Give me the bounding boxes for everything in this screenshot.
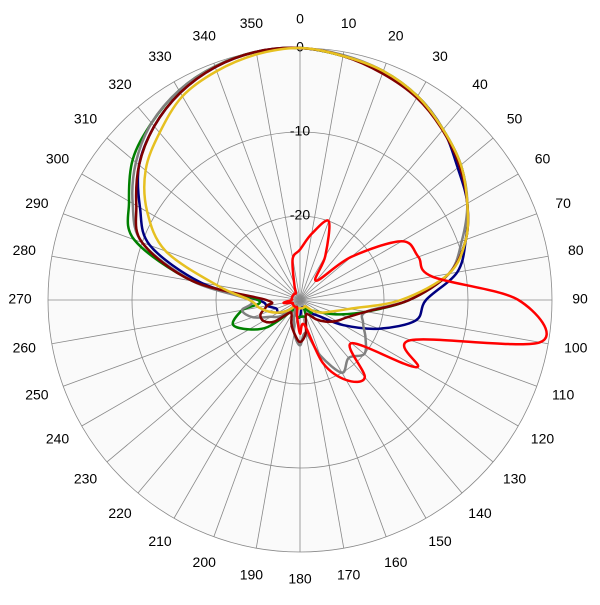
spoke bbox=[299, 299, 549, 345]
spoke bbox=[255, 299, 301, 549]
angle-label: 230 bbox=[74, 471, 98, 487]
angle-label: 260 bbox=[13, 339, 37, 355]
spoke bbox=[299, 173, 519, 301]
angle-label: 270 bbox=[8, 291, 32, 307]
angle-label: 210 bbox=[148, 533, 172, 549]
angle-label: 70 bbox=[555, 195, 571, 211]
spoke bbox=[173, 299, 301, 519]
angle-label: 300 bbox=[46, 151, 70, 167]
angle-label: 100 bbox=[564, 339, 588, 355]
angle-label: 170 bbox=[337, 566, 361, 582]
spoke bbox=[299, 299, 345, 549]
spoke bbox=[213, 299, 301, 537]
angle-label: 140 bbox=[468, 505, 492, 521]
angle-label: 200 bbox=[193, 554, 217, 570]
spoke bbox=[81, 173, 301, 301]
angle-label: 160 bbox=[384, 554, 408, 570]
angle-label: 340 bbox=[193, 28, 217, 44]
angle-label: 0 bbox=[296, 11, 304, 27]
angle-label: 60 bbox=[535, 151, 551, 167]
spoke bbox=[173, 81, 301, 301]
spoke bbox=[299, 106, 463, 301]
spoke bbox=[51, 255, 301, 301]
angle-label: 30 bbox=[432, 48, 448, 64]
angle-label: 50 bbox=[507, 111, 523, 127]
spoke bbox=[299, 299, 427, 519]
angle-label: 110 bbox=[552, 386, 575, 402]
ring bbox=[215, 215, 385, 385]
spoke bbox=[137, 299, 301, 494]
angle-label: 220 bbox=[108, 505, 132, 521]
angle-label: 80 bbox=[568, 242, 584, 258]
spoke bbox=[299, 255, 549, 301]
r-tick-label: -20 bbox=[290, 207, 310, 223]
spoke bbox=[63, 213, 301, 301]
pattern-line bbox=[282, 219, 548, 384]
angle-label: 350 bbox=[240, 15, 264, 31]
angle-label: 310 bbox=[74, 111, 98, 127]
angle-label: 150 bbox=[428, 533, 452, 549]
angle-label: 280 bbox=[13, 242, 37, 258]
angle-label: 330 bbox=[148, 48, 172, 64]
angle-label: 250 bbox=[25, 386, 49, 402]
angle-label: 240 bbox=[46, 431, 70, 447]
angle-label: 290 bbox=[25, 195, 49, 211]
angle-label: 10 bbox=[341, 15, 357, 31]
spoke bbox=[213, 63, 301, 301]
angle-label: 90 bbox=[572, 291, 588, 307]
angle-label: 320 bbox=[108, 76, 132, 92]
pattern-line bbox=[143, 46, 470, 314]
ring bbox=[131, 131, 469, 469]
angle-label: 190 bbox=[240, 566, 264, 582]
r-tick-label: -10 bbox=[290, 123, 310, 139]
angle-label: 120 bbox=[531, 431, 555, 447]
angle-label: 20 bbox=[388, 28, 404, 44]
angle-label: 40 bbox=[472, 76, 488, 92]
angle-label: 130 bbox=[503, 471, 527, 487]
r-tick-label: 0 bbox=[296, 39, 304, 55]
spoke bbox=[299, 51, 345, 301]
spoke bbox=[299, 81, 427, 301]
spoke bbox=[299, 299, 463, 494]
spoke bbox=[299, 63, 387, 301]
spoke bbox=[299, 299, 387, 537]
spoke bbox=[299, 299, 494, 463]
spoke bbox=[137, 106, 301, 301]
angle-label: 180 bbox=[288, 571, 312, 587]
